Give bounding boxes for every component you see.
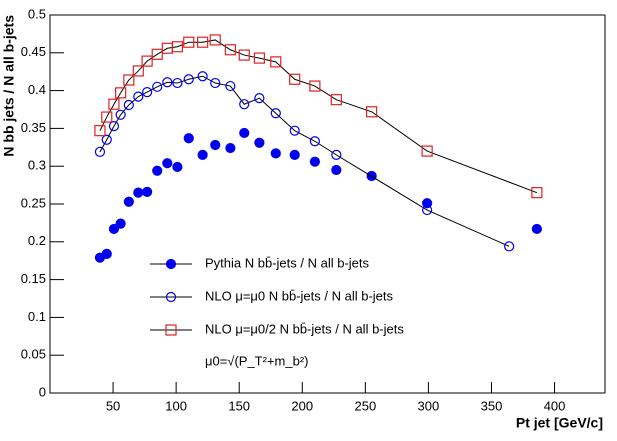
legend-marker [165, 324, 177, 336]
point [421, 145, 433, 157]
y-tick-label: 0.35 [21, 120, 46, 135]
point [183, 133, 194, 144]
point [108, 223, 120, 235]
y-tick-label: 0.05 [21, 347, 46, 362]
point [197, 71, 208, 82]
annotation: μ0=√(P_T²+m_b²) [205, 353, 309, 368]
point [123, 74, 135, 86]
point [330, 94, 342, 106]
point [504, 241, 515, 252]
point [152, 81, 163, 92]
series-line [99, 75, 510, 247]
legend-label: Pythia N bb̄-jets / N all b-jets [205, 255, 370, 270]
x-tick-label: 400 [544, 398, 566, 413]
point [108, 121, 120, 132]
point [239, 99, 250, 110]
point [94, 125, 106, 137]
point [309, 156, 320, 167]
point [94, 146, 106, 157]
point [210, 139, 221, 151]
point [270, 148, 281, 159]
point [254, 137, 265, 148]
x-tick-label: 300 [418, 398, 440, 413]
x-tick-label: 350 [481, 398, 503, 413]
x-tick-label: 200 [291, 398, 313, 413]
point [133, 187, 144, 198]
point [101, 248, 112, 259]
y-tick-label: 0.5 [28, 6, 46, 21]
legend-label: NLO μ=μ0 N bb̄-jets / N all b-jets [205, 288, 394, 303]
point [225, 142, 236, 154]
point [209, 34, 221, 46]
point [253, 52, 265, 64]
x-axis-label: Pt jet [GeV/c] [516, 415, 603, 431]
point [289, 73, 301, 85]
legend-marker [165, 258, 177, 270]
point [183, 36, 195, 48]
point [133, 91, 144, 102]
point [239, 127, 250, 139]
y-tick-label: 0.4 [28, 82, 46, 97]
point [101, 134, 112, 145]
point [172, 77, 183, 89]
x-tick-label: 50 [106, 398, 120, 413]
point [162, 158, 173, 169]
y-tick-label: 0.25 [21, 195, 46, 210]
point [309, 80, 321, 92]
point [123, 99, 134, 111]
point [270, 108, 281, 119]
point [141, 55, 153, 67]
point [171, 41, 183, 53]
point [289, 125, 300, 136]
point [197, 36, 209, 48]
point [152, 165, 163, 176]
y-tick-label: 0.1 [28, 309, 46, 324]
point [183, 74, 194, 85]
y-tick-label: 0.15 [21, 271, 46, 286]
point [422, 204, 433, 216]
point [101, 111, 113, 123]
y-axis-label: N bb jets / N all b-jets [1, 15, 17, 157]
point [331, 149, 342, 160]
point [162, 77, 173, 88]
x-tick-label: 100 [165, 398, 187, 413]
point [309, 136, 320, 147]
point [151, 48, 163, 60]
point [366, 106, 378, 118]
point [531, 187, 543, 199]
point [270, 56, 282, 68]
series-line [99, 39, 538, 194]
legend-label: NLO μ=μ0/2 N bb̄-jets / N all b-jets [205, 321, 404, 336]
point [172, 161, 183, 173]
point [115, 218, 126, 229]
point [142, 87, 153, 98]
point [224, 44, 236, 56]
x-tick-label: 250 [354, 398, 376, 413]
legend-marker [165, 291, 177, 303]
point [331, 164, 342, 176]
y-tick-label: 0.45 [21, 44, 46, 59]
point [289, 149, 300, 160]
y-tick-label: 0 [39, 384, 46, 399]
y-tick-label: 0.3 [28, 158, 46, 173]
point [108, 98, 120, 110]
point [197, 149, 208, 160]
point [115, 87, 127, 99]
point [132, 65, 144, 77]
point [254, 93, 265, 104]
y-tick-label: 0.2 [28, 233, 46, 248]
point [115, 109, 126, 120]
point [238, 49, 250, 61]
x-tick-label: 150 [228, 398, 250, 413]
point [210, 77, 221, 89]
point [123, 196, 134, 207]
point [142, 186, 153, 198]
point [531, 223, 542, 235]
point [225, 80, 236, 92]
